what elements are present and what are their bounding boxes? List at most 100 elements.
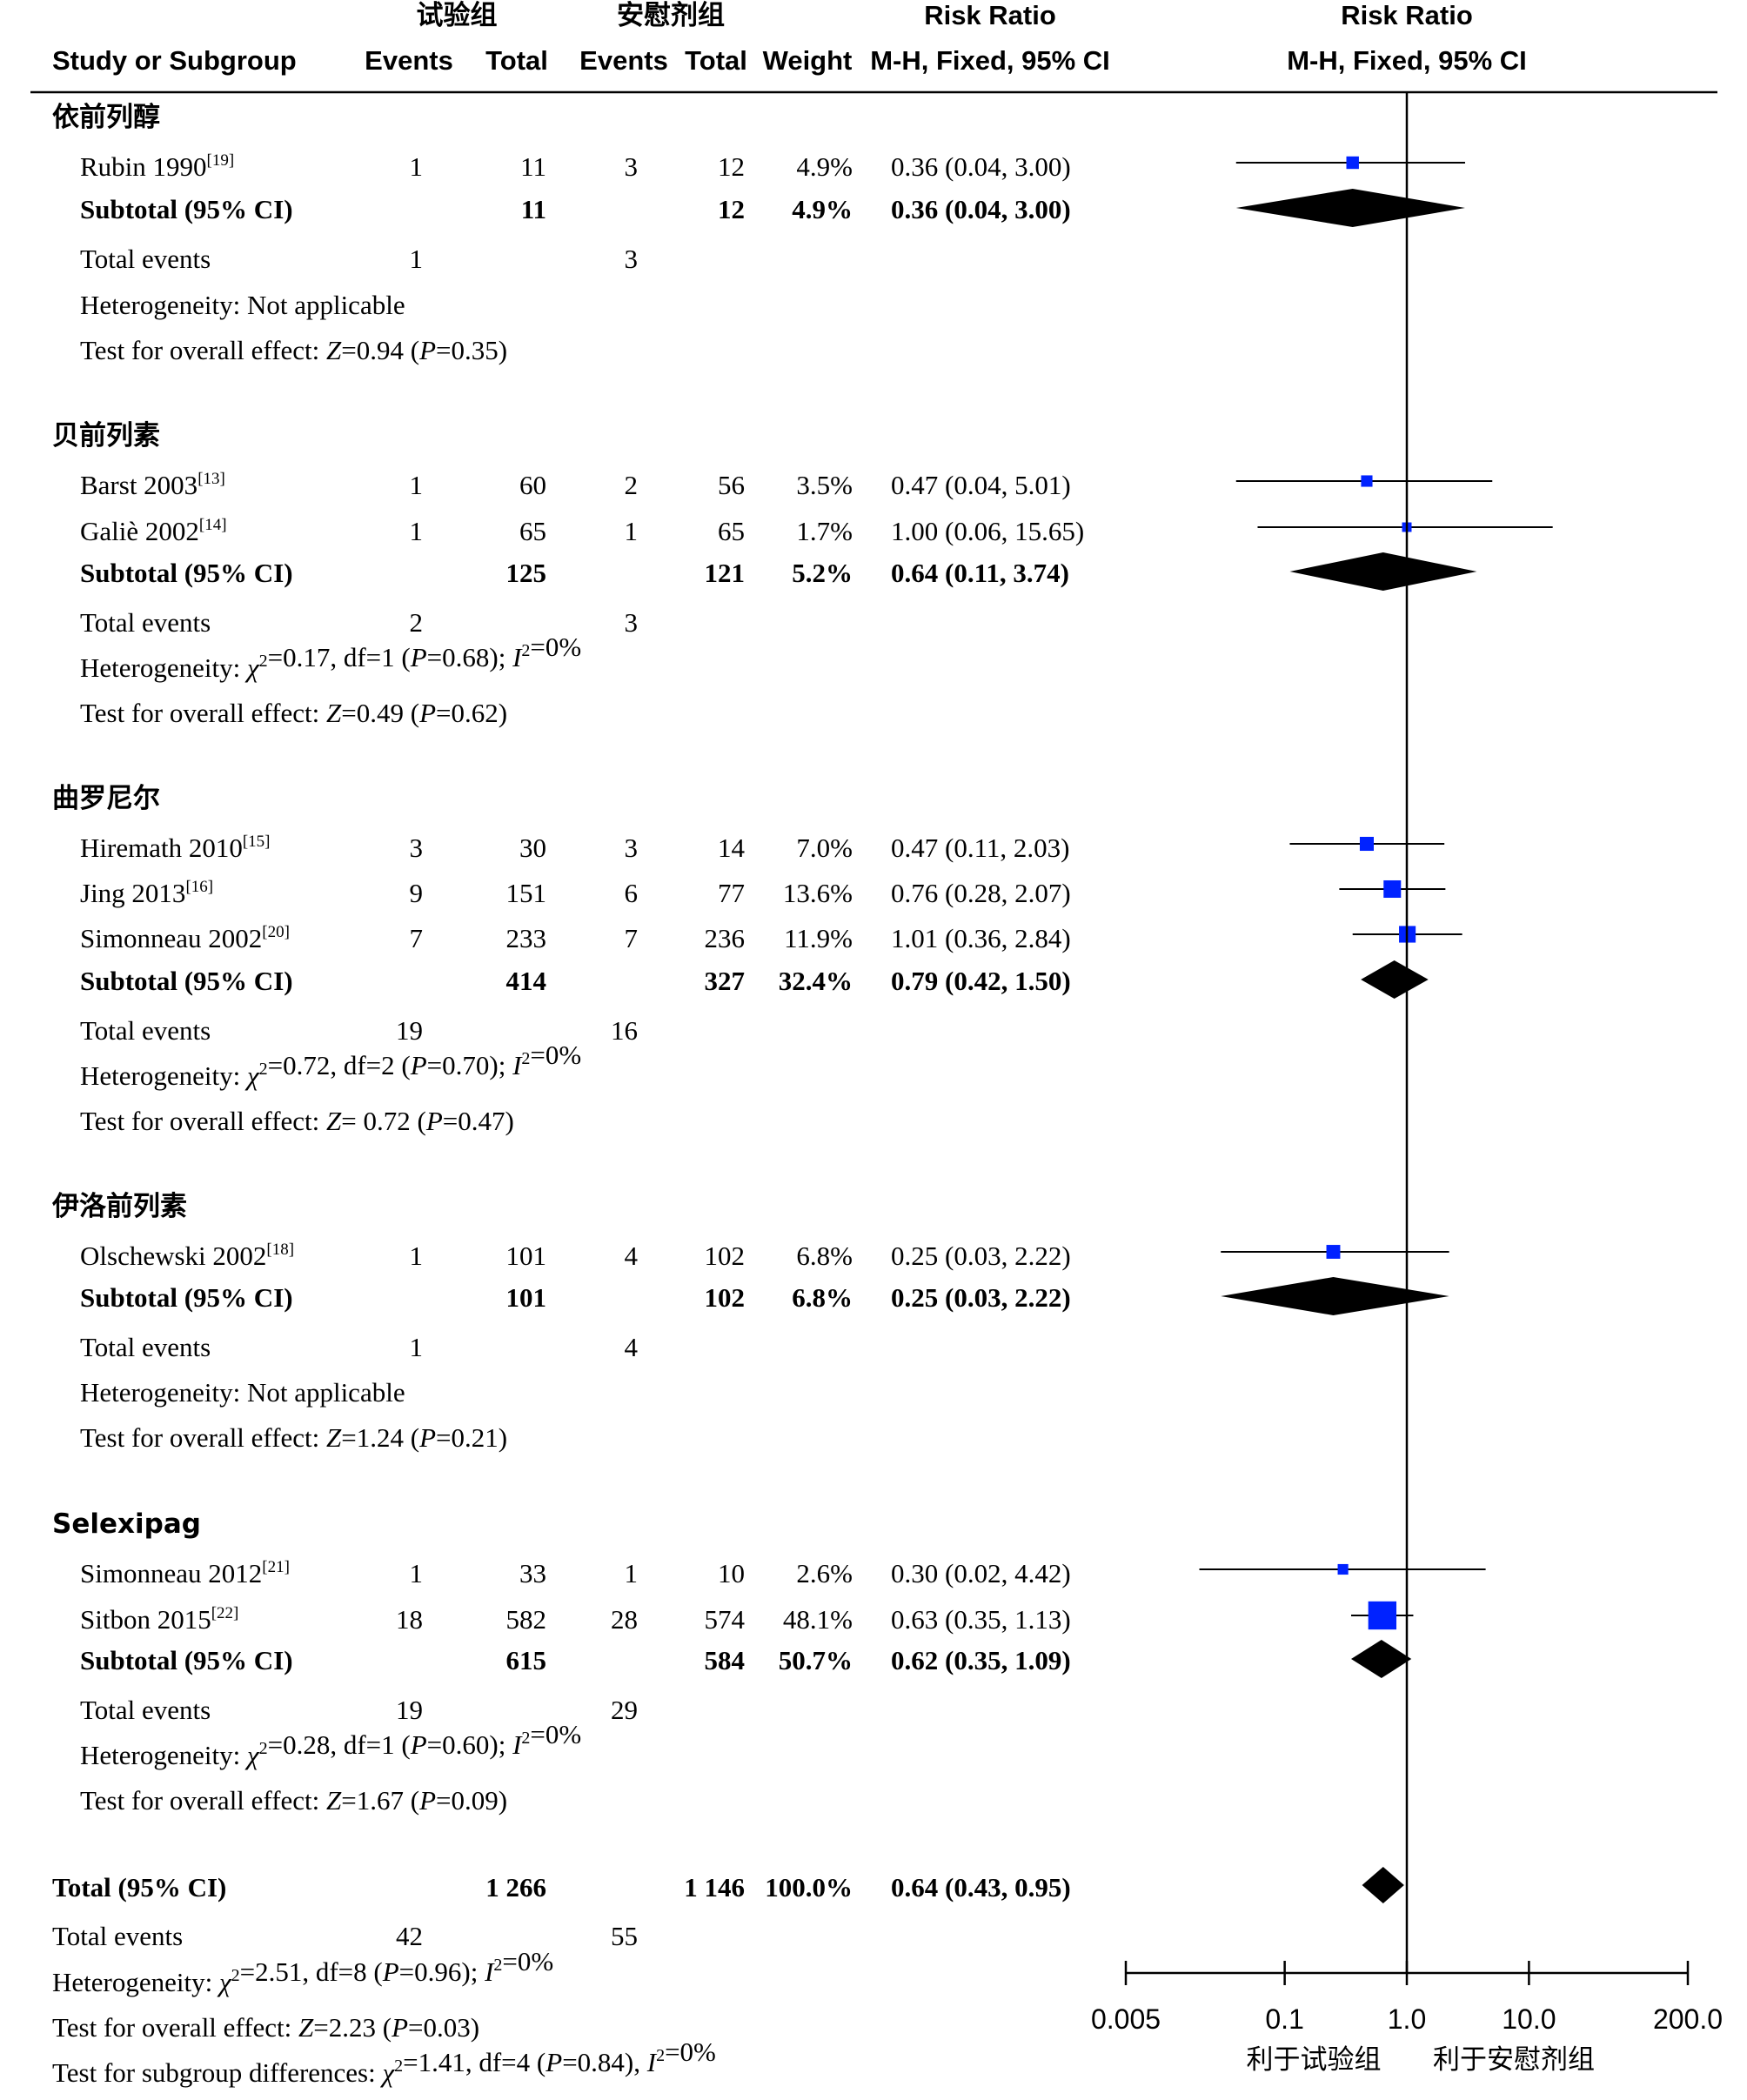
study-name: Barst 2003[13] (80, 470, 225, 500)
total-events-pla: 16 (611, 1015, 638, 1046)
risk-ratio-ci: 0.76 (0.28, 2.07) (891, 878, 1071, 908)
study-marker (1359, 836, 1374, 852)
total-total-pla: 1 146 (684, 1872, 745, 1903)
events-exp: 1 (410, 1241, 424, 1271)
x-tick-label: 0.1 (1265, 2003, 1303, 2035)
subtotal-total-exp: 125 (506, 558, 547, 588)
events-exp: 1 (410, 516, 424, 546)
plot-marks (1199, 92, 1553, 1973)
weight-value: 11.9% (784, 923, 853, 953)
overall-effect-text: Test for overall effect: Z=0.49 (P=0.62) (80, 698, 507, 728)
subgroup-title: 依前列醇 (52, 102, 160, 133)
total-exp: 582 (506, 1604, 547, 1635)
study-name: Galiè 2002[14] (80, 516, 227, 546)
events-exp: 1 (410, 1558, 424, 1588)
study-name: Simonneau 2012[21] (80, 1558, 290, 1588)
total-events-pla: 4 (625, 1332, 639, 1362)
subgroup-title: 伊洛前列素 (51, 1191, 187, 1222)
heterogeneity-text: Heterogeneity: χ2=0.28, df=1 (P=0.60); I… (80, 1719, 581, 1770)
total-exp: 233 (506, 923, 547, 953)
study-marker (1383, 879, 1402, 899)
weight-value: 7.0% (796, 833, 853, 863)
subtotal-total-pla: 102 (705, 1282, 746, 1313)
heterogeneity-text: Heterogeneity: χ2=0.72, df=2 (P=0.70); I… (80, 1040, 581, 1091)
subtotal-total-exp: 11 (521, 194, 546, 224)
total-events-exp: 2 (410, 607, 424, 638)
heterogeneity-text: Heterogeneity: Not applicable (80, 290, 405, 320)
risk-ratio-ci: 0.30 (0.02, 4.42) (891, 1558, 1071, 1588)
header-method-text: M-H, Fixed, 95% CI (870, 45, 1110, 76)
total-exp: 11 (520, 151, 546, 182)
subtotal-total-exp: 414 (506, 966, 547, 996)
total-exp: 30 (519, 833, 546, 863)
total-events-label: Total events (80, 607, 211, 638)
subgroup-title: Selexipag (52, 1508, 201, 1540)
events-pla: 3 (625, 151, 639, 182)
total-events-label: Total events (80, 1332, 211, 1362)
header-events-exp: Events (365, 45, 453, 76)
total-heterogeneity-text: Heterogeneity: χ2=2.51, df=8 (P=0.96); I… (52, 1946, 553, 1997)
header-group-experimental: 试验组 (417, 0, 498, 31)
study-marker (1337, 1563, 1349, 1575)
study-name: Hiremath 2010[15] (80, 833, 270, 863)
events-pla: 28 (611, 1604, 638, 1635)
total-exp: 33 (519, 1558, 546, 1588)
subtotal-total-pla: 327 (705, 966, 746, 996)
total-exp: 65 (519, 516, 546, 546)
study-name: Simonneau 2002[20] (80, 923, 290, 953)
risk-ratio-ci: 0.47 (0.11, 2.03) (891, 833, 1070, 863)
subgroup-title: 曲罗尼尔 (52, 783, 160, 814)
total-pla: 102 (705, 1241, 746, 1271)
total-events-exp: 1 (410, 244, 424, 274)
subgroup-title: 贝前列素 (52, 420, 160, 451)
total-pla: 236 (705, 923, 746, 953)
subtotal-total-exp: 101 (506, 1282, 547, 1313)
total-events-pla: 55 (611, 1921, 638, 1951)
total-pla: 12 (718, 151, 745, 182)
overall-effect-text: Test for overall effect: Z=0.94 (P=0.35) (80, 335, 507, 365)
events-pla: 6 (625, 878, 639, 908)
subgroup-differences-text: Test for subgroup differences: χ2=1.41, … (52, 2036, 716, 2088)
total-pla: 10 (718, 1558, 745, 1588)
total-pla: 65 (718, 516, 745, 546)
weight-value: 6.8% (796, 1241, 853, 1271)
weight-value: 1.7% (796, 516, 853, 546)
events-exp: 18 (396, 1604, 423, 1635)
events-pla: 1 (625, 516, 639, 546)
total-label: Total (95% CI) (52, 1872, 226, 1903)
header-study-or-subgroup: Study or Subgroup (52, 45, 297, 76)
subtotal-weight: 4.9% (792, 194, 853, 224)
subtotal-weight: 50.7% (779, 1645, 853, 1675)
total-events-exp: 19 (396, 1015, 423, 1046)
total-overall-effect-text: Test for overall effect: Z=2.23 (P=0.03) (52, 2012, 479, 2043)
heterogeneity-text: Heterogeneity: Not applicable (80, 1377, 405, 1408)
subtotal-ci: 0.25 (0.03, 2.22) (891, 1282, 1071, 1313)
favours-placebo-label: 利于安慰剂组 (1433, 2044, 1595, 2076)
total-ci: 0.64 (0.43, 0.95) (891, 1872, 1071, 1903)
subtotal-diamond (1289, 552, 1477, 591)
header-method-plot: M-H, Fixed, 95% CI (1287, 45, 1527, 76)
events-pla: 4 (625, 1241, 639, 1271)
subtotal-ci: 0.36 (0.04, 3.00) (891, 194, 1071, 224)
total-events-label: Total events (80, 1015, 211, 1046)
heterogeneity-text: Heterogeneity: χ2=0.17, df=1 (P=0.68); I… (80, 632, 581, 683)
weight-value: 4.9% (796, 151, 853, 182)
risk-ratio-ci: 0.47 (0.04, 5.01) (891, 470, 1071, 500)
total-pla: 77 (718, 878, 745, 908)
x-tick-label: 0.005 (1091, 2003, 1161, 2035)
risk-ratio-ci: 0.63 (0.35, 1.13) (891, 1604, 1071, 1635)
study-name: Rubin 1990[19] (80, 151, 234, 182)
header-total-exp: Total (485, 45, 548, 76)
x-tick-label: 10.0 (1502, 2003, 1556, 2035)
header-total-pla: Total (685, 45, 747, 76)
total-events-pla: 29 (611, 1695, 638, 1725)
overall-effect-text: Test for overall effect: Z=1.24 (P=0.21) (80, 1422, 507, 1453)
events-pla: 7 (625, 923, 639, 953)
header-group-placebo: 安慰剂组 (617, 0, 725, 31)
subtotal-diamond (1351, 1640, 1412, 1678)
total-events-label: Total events (52, 1921, 183, 1951)
weight-value: 2.6% (796, 1558, 853, 1588)
risk-ratio-ci: 0.36 (0.04, 3.00) (891, 151, 1071, 182)
